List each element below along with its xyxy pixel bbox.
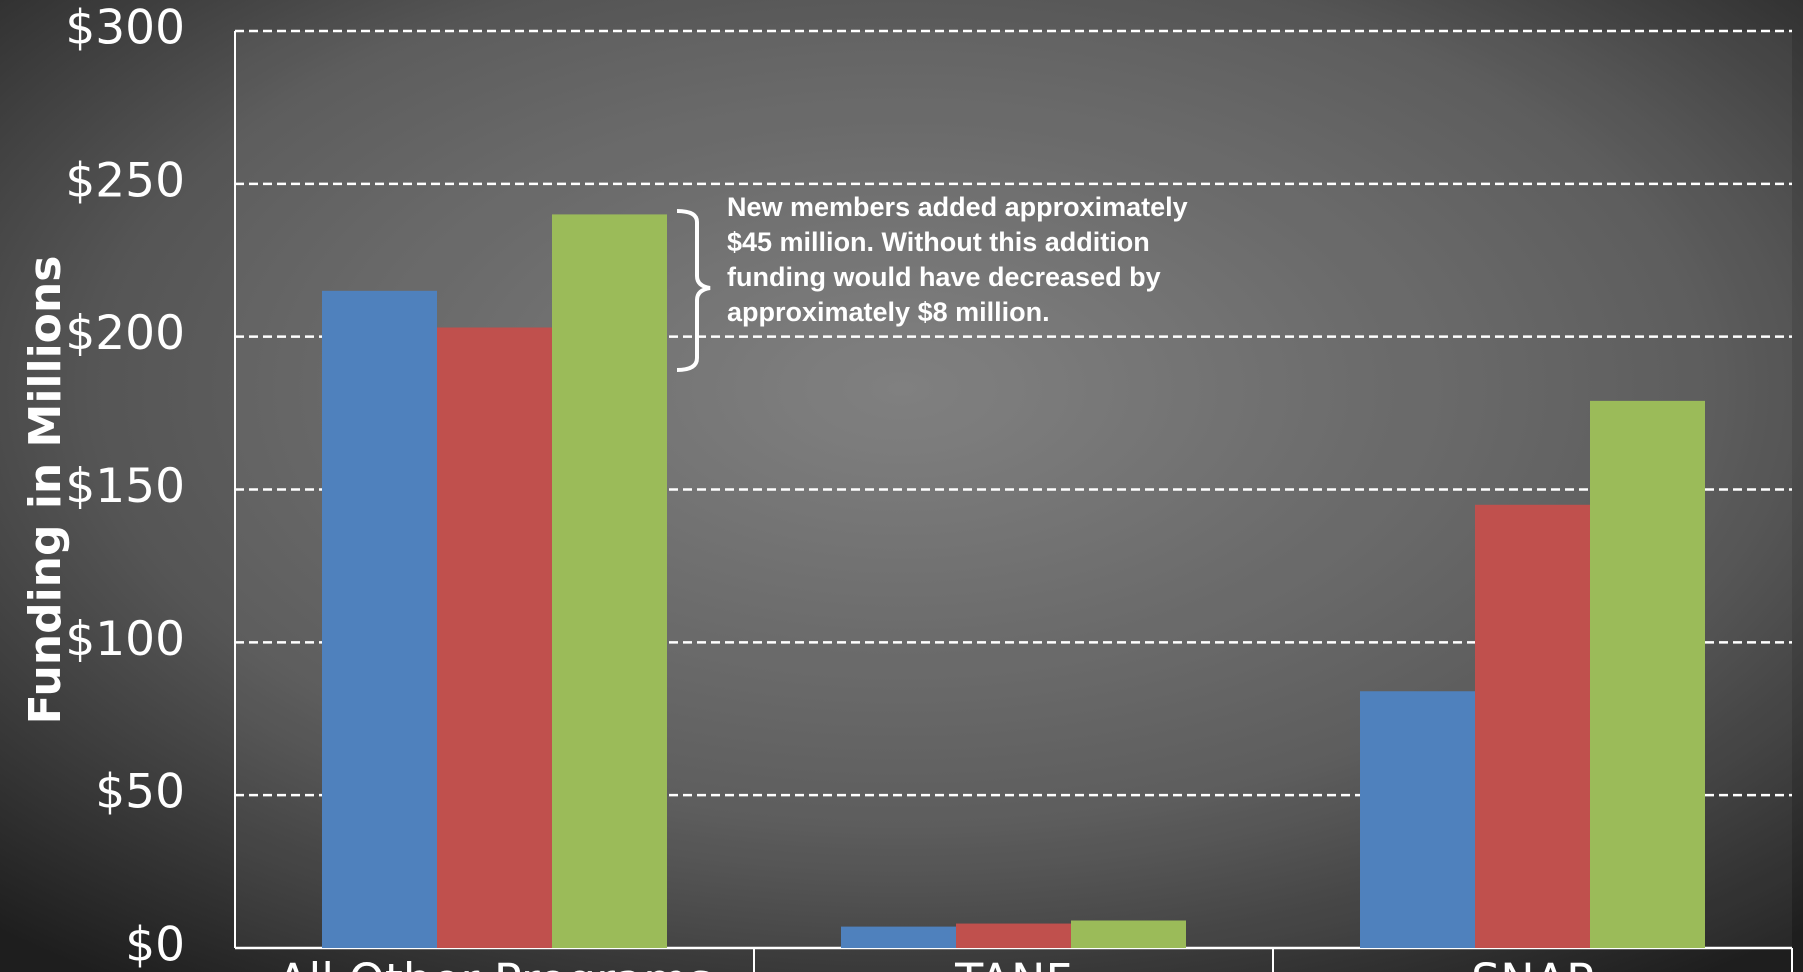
bar	[322, 290, 437, 949]
x-tick-label: TANF	[954, 953, 1072, 972]
x-tick-label: SNAP	[1471, 953, 1594, 972]
y-tick-label: $50	[95, 765, 185, 820]
bar	[1590, 400, 1705, 948]
bar	[1360, 691, 1475, 948]
y-tick-label: $250	[65, 153, 185, 208]
annotation-line: New members added approximately	[727, 192, 1188, 222]
annotation: New members added approximately $45 milli…	[727, 192, 1188, 327]
annotation-line: funding would have decreased by	[727, 262, 1161, 292]
bar	[841, 926, 956, 948]
y-tick-label: $100	[65, 612, 185, 667]
y-tick-label: $300	[65, 1, 185, 56]
bar	[1071, 920, 1186, 948]
bar	[437, 327, 552, 948]
y-tick-label: $0	[125, 918, 185, 972]
bar	[1475, 504, 1590, 948]
annotation-brace	[676, 209, 711, 372]
y-tick-label: $150	[65, 459, 185, 514]
x-tick-label: All Other Programs	[277, 953, 712, 972]
y-tick-label: $200	[65, 306, 185, 361]
bar	[552, 214, 667, 948]
annotation-line: approximately $8 million.	[727, 297, 1050, 327]
y-axis-label: Funding in Millions	[20, 256, 71, 725]
bar	[956, 923, 1071, 948]
annotation-line: $45 million. Without this addition	[727, 227, 1150, 257]
